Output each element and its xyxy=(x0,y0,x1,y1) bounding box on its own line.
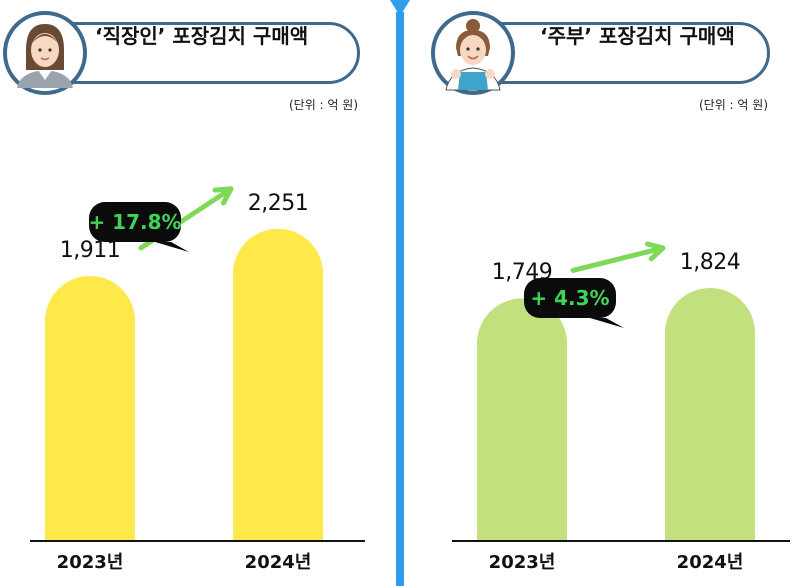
value-label: 1,911 xyxy=(59,237,121,263)
growth-arrow-line xyxy=(570,247,658,273)
bar-2023년 xyxy=(45,275,135,541)
bar-chart-svg xyxy=(452,241,790,542)
chart-area: 1,911 2023년 2,251 2024년 + 17.8% xyxy=(0,0,390,586)
bar-2024년 xyxy=(665,288,755,541)
x-tick-label: 2024년 xyxy=(676,552,744,573)
value-label: 1,749 xyxy=(491,260,553,286)
office-worker-avatar-icon xyxy=(3,11,87,95)
growth-arrow-head xyxy=(212,186,234,206)
panel-divider xyxy=(390,0,410,586)
growth-rate-label: + 17.8% xyxy=(88,210,182,234)
homemaker-panel: ‘주부’ 포장김치 구매액 (단위 : 억 원) 1,749 2023년 1,824… xyxy=(410,0,800,586)
chart-area: 1,749 2023년 1,824 2024년 + 4.3% xyxy=(410,0,800,586)
growth-arrow-head xyxy=(645,241,666,262)
chart-title: ‘직장인’ 포장김치 구매액 xyxy=(95,24,309,48)
homemaker-avatar-icon xyxy=(431,11,515,95)
bar-chart-svg xyxy=(30,186,365,542)
x-tick-label: 2023년 xyxy=(488,552,556,573)
chart-title: ‘주부’ 포장김치 구매액 xyxy=(540,24,735,48)
growth-speech-bubble xyxy=(89,202,189,252)
value-label: 1,824 xyxy=(679,250,741,275)
bar-2024년 xyxy=(233,228,323,541)
growth-rate-label: + 4.3% xyxy=(530,286,610,310)
growth-speech-bubble xyxy=(524,278,624,328)
value-label: 2,251 xyxy=(247,190,309,216)
unit-label: (단위 : 억 원) xyxy=(698,98,768,112)
office-worker-panel: ‘직장인’ 포장김치 구매액 (단위 : 억 원) 1,911 2023년 2,25… xyxy=(0,0,390,586)
unit-label: (단위 : 억 원) xyxy=(288,98,358,112)
x-tick-label: 2023년 xyxy=(56,552,124,573)
bar-2023년 xyxy=(477,298,567,541)
x-tick-label: 2024년 xyxy=(244,552,312,573)
